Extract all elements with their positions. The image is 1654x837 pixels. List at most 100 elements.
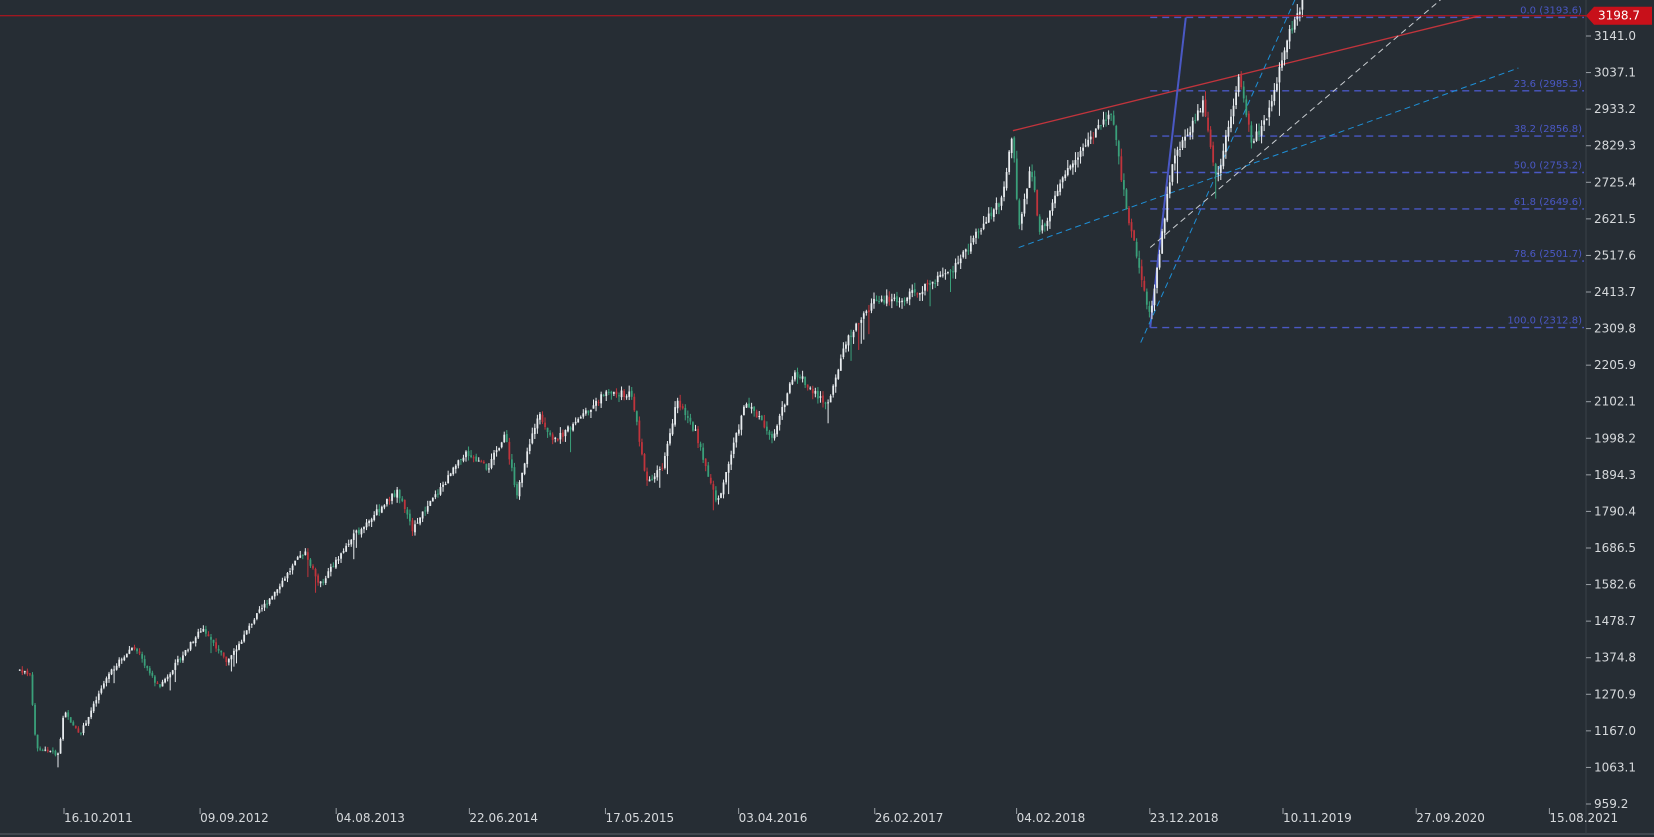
candle-body <box>906 297 909 302</box>
candle-body <box>192 642 195 644</box>
candle-body <box>653 476 656 480</box>
candle-body <box>964 249 967 252</box>
candle-body <box>335 559 337 568</box>
candle-body <box>406 509 409 515</box>
candle-body <box>1214 164 1217 174</box>
candle-body <box>528 444 531 452</box>
trendlines[interactable] <box>1012 0 1519 343</box>
candle-body <box>357 529 360 534</box>
candle-body <box>77 728 80 733</box>
candle-body <box>832 385 835 395</box>
candle-body <box>811 388 814 394</box>
candle-body <box>980 230 982 232</box>
candle-body <box>819 396 822 398</box>
fib-level-label: 23.6 (2985.3) <box>1514 79 1582 90</box>
candle-body <box>1158 254 1161 268</box>
candle-body <box>597 402 600 404</box>
candle-body <box>350 539 353 545</box>
candle-body <box>1013 137 1016 159</box>
candle-body <box>523 463 526 474</box>
candle-body <box>128 649 131 654</box>
candle-body <box>85 723 87 726</box>
candle-body <box>299 555 302 558</box>
candle-body <box>383 505 386 508</box>
candle-body <box>829 395 832 403</box>
candle-body <box>189 641 192 650</box>
date-tick-label: 09.09.2012 <box>200 811 269 825</box>
candle-body <box>306 552 309 560</box>
candle-body <box>1281 60 1283 68</box>
candle-body <box>1240 74 1243 88</box>
candle-body <box>1232 105 1235 117</box>
candle-body <box>72 722 75 726</box>
candle-body <box>1255 131 1258 141</box>
candle-body <box>903 300 906 302</box>
candle-body <box>1207 117 1209 131</box>
candle-body <box>105 678 108 683</box>
candle-body <box>676 400 679 409</box>
candle-body <box>875 299 878 302</box>
candle-body <box>1237 76 1240 93</box>
candle-body <box>533 427 536 435</box>
candle-body <box>1247 113 1250 125</box>
candle-body <box>34 704 36 735</box>
candle-body <box>727 463 730 473</box>
fibonacci-retracement[interactable]: 0.0 (3193.6) 23.6 (2985.3) 38.2 (2856.8) 50… <box>1150 5 1584 329</box>
candle-body <box>368 520 370 524</box>
candle-body <box>714 490 717 501</box>
candle-body <box>773 433 776 439</box>
candle-body <box>801 376 804 379</box>
candle-body <box>1181 140 1184 148</box>
candle-body <box>1191 120 1194 133</box>
candle-body <box>623 390 625 398</box>
candle-body <box>725 472 727 483</box>
candle-body <box>1166 193 1169 221</box>
candle-body <box>210 637 212 640</box>
candle-body <box>1064 174 1067 179</box>
candle-body <box>944 273 947 275</box>
candle-body <box>95 700 98 704</box>
candle-body <box>1227 126 1230 137</box>
candle-body <box>888 296 891 302</box>
candle-body <box>457 460 460 466</box>
candle-body <box>166 676 169 679</box>
candle-body <box>778 415 781 425</box>
price-tick-label: 3141.0 <box>1594 29 1636 43</box>
candle-body <box>569 427 572 430</box>
candle-body <box>131 647 133 651</box>
candle-body <box>760 415 763 421</box>
candle-body <box>447 475 450 484</box>
candle-body <box>1156 267 1158 288</box>
candle-body <box>296 557 299 560</box>
candle-body <box>1089 136 1092 140</box>
price-tick-label: 959.2 <box>1594 797 1628 811</box>
candle-body <box>1128 208 1130 224</box>
candle-body <box>31 674 34 705</box>
candle-body <box>161 681 164 687</box>
price-tick-label: 2205.9 <box>1594 358 1636 372</box>
candle-body <box>498 448 501 451</box>
candle-body <box>934 282 937 284</box>
candle-body <box>434 494 437 498</box>
candle-body <box>169 674 172 678</box>
candle-body <box>1143 280 1146 291</box>
date-tick-label: 04.02.2018 <box>1017 811 1086 825</box>
candle-body <box>508 441 511 460</box>
candle-body <box>967 250 970 252</box>
price-tick-label: 1686.5 <box>1594 541 1636 555</box>
candle-body <box>1003 186 1005 197</box>
candle-body <box>493 452 495 460</box>
candle-body <box>816 390 819 399</box>
candle-body <box>261 608 263 610</box>
date-tick-label: 03.04.2016 <box>739 811 808 825</box>
candle-body <box>235 649 238 652</box>
candle-body <box>194 637 197 644</box>
candle-body <box>663 456 666 468</box>
candle-body <box>26 670 29 675</box>
candle-body <box>378 508 381 513</box>
candle-body <box>1051 202 1054 212</box>
price-tick-label: 3037.1 <box>1594 66 1636 80</box>
candle-body <box>679 400 682 408</box>
candle-body <box>248 625 251 631</box>
